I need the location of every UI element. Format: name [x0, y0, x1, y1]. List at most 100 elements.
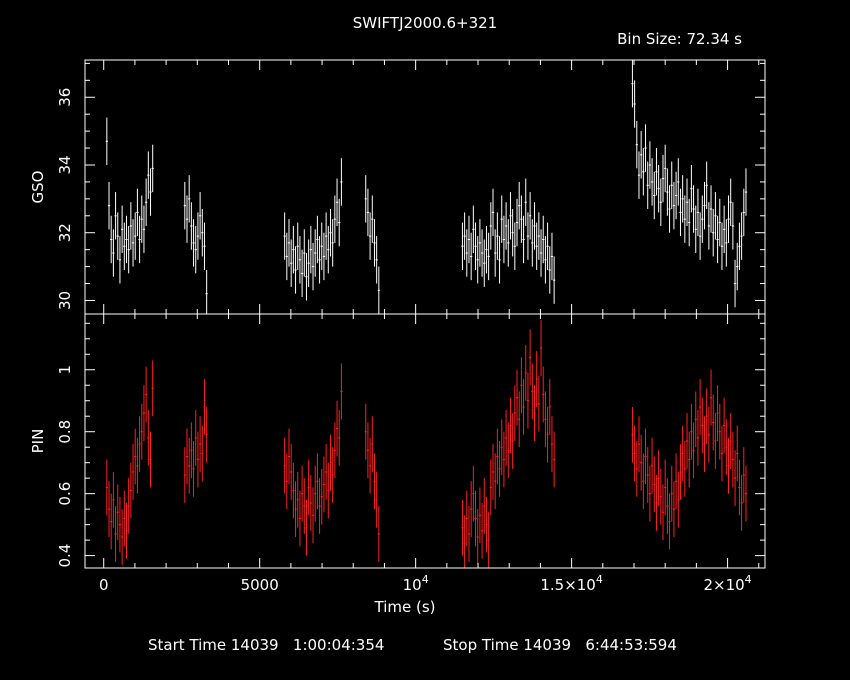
data-point: [522, 215, 525, 264]
data-point: [535, 222, 538, 270]
data-point: [738, 459, 741, 516]
data-point: [659, 178, 662, 226]
data-point: [188, 437, 191, 494]
data-point: [664, 144, 667, 193]
x-tick-label: 0: [99, 576, 109, 594]
data-point: [294, 246, 297, 294]
data-point: [294, 481, 297, 538]
data-point: [696, 410, 700, 466]
data-point: [507, 422, 510, 479]
data-point: [535, 351, 538, 407]
data-point: [335, 178, 339, 226]
data-point: [725, 219, 728, 267]
data-point: [553, 431, 556, 488]
data-point: [203, 379, 206, 435]
data-point: [681, 425, 684, 482]
data-point: [677, 471, 680, 528]
data-point: [151, 144, 154, 193]
data-point: [550, 232, 554, 281]
data-point: [507, 219, 510, 267]
data-point: [107, 481, 111, 538]
data-point: [298, 490, 302, 547]
data-point: [650, 158, 654, 206]
data-point: [120, 205, 124, 254]
data-series: [105, 320, 748, 568]
data-point: [333, 422, 336, 479]
data-point: [320, 468, 323, 525]
data-point: [142, 205, 146, 254]
data-point: [688, 431, 691, 488]
data-point: [524, 344, 527, 401]
data-point: [311, 487, 315, 544]
data-point: [515, 198, 519, 247]
data-point: [672, 481, 676, 538]
data-point: [123, 222, 126, 270]
data-point: [138, 416, 141, 472]
data-point: [205, 406, 208, 463]
data-point: [725, 419, 728, 476]
data-point: [544, 236, 547, 284]
data-point: [502, 215, 506, 264]
data-point: [292, 225, 295, 274]
data-point: [642, 148, 645, 196]
data-point: [151, 360, 154, 417]
data-point: [690, 403, 693, 460]
data-point: [283, 212, 286, 260]
data-point: [314, 229, 317, 277]
data-point: [533, 385, 536, 441]
data-point: [524, 178, 527, 226]
data-point: [494, 229, 497, 277]
data-point: [364, 403, 367, 460]
data-point: [114, 506, 117, 562]
data-point: [149, 168, 152, 216]
data-point: [698, 379, 702, 435]
data-point: [500, 195, 503, 243]
data-point: [694, 205, 697, 254]
x-axis: 0 5000 104 1.5×104 2×104 Time (s): [99, 573, 752, 616]
data-point: [709, 369, 713, 426]
data-point: [194, 410, 197, 466]
data-point: [690, 164, 693, 213]
data-point: [718, 198, 721, 247]
data-point: [324, 444, 328, 500]
data-point: [205, 269, 208, 314]
data-point: [631, 406, 634, 463]
data-point: [377, 266, 380, 314]
data-point: [105, 459, 108, 516]
data-point: [705, 388, 708, 445]
data-point: [472, 205, 475, 254]
data-point: [478, 219, 482, 267]
y-tick-label: 0.8: [56, 420, 74, 444]
data-point: [190, 202, 193, 250]
data-point: [366, 422, 370, 479]
data-point: [375, 236, 378, 284]
data-point: [192, 441, 195, 497]
data-point: [287, 219, 291, 267]
data-point: [316, 215, 319, 264]
data-point: [736, 425, 739, 482]
data-point: [685, 413, 689, 469]
data-point: [518, 181, 521, 230]
data-point: [127, 225, 130, 274]
data-point: [646, 447, 649, 503]
data-point: [149, 431, 152, 488]
data-point: [731, 202, 734, 250]
data-point: [320, 222, 323, 270]
data-point: [377, 506, 380, 562]
data-point: [509, 397, 512, 454]
data-point: [134, 212, 137, 260]
data-point: [694, 391, 697, 448]
data-point: [474, 222, 477, 270]
data-point: [659, 468, 662, 525]
data-point: [661, 484, 665, 541]
data-point: [723, 205, 726, 254]
data-point: [648, 141, 652, 189]
data-point: [723, 397, 726, 454]
data-point: [476, 236, 479, 284]
data-point: [670, 465, 673, 522]
data-point: [298, 236, 302, 284]
data-point: [474, 490, 477, 547]
data-point: [114, 192, 117, 240]
data-point: [546, 222, 549, 270]
